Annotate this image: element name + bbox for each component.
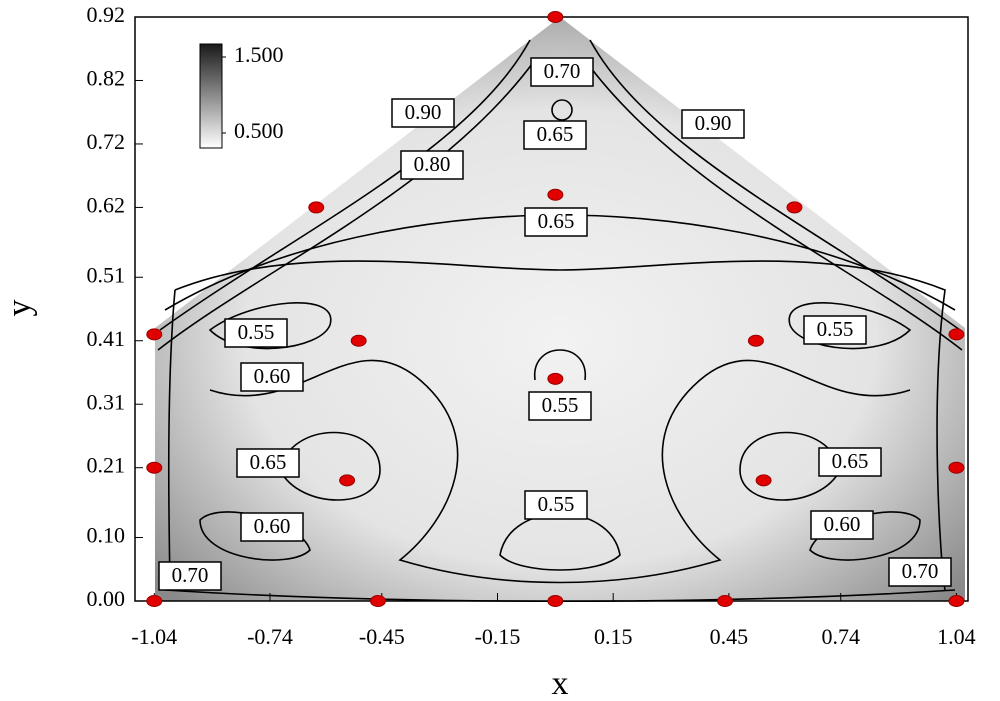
design-point [948, 461, 965, 474]
design-point [717, 595, 734, 607]
contour-label: 0.55 [542, 393, 579, 417]
contour-label: 0.65 [250, 450, 287, 474]
y-tick-label: 0.41 [87, 326, 126, 351]
y-axis-label: y [1, 300, 38, 317]
x-tick-label: -0.45 [359, 624, 405, 649]
contour-label-box [818, 447, 882, 477]
contour-label: 0.70 [172, 563, 209, 587]
contour-label-box [240, 512, 304, 542]
y-tick-label: 0.62 [87, 192, 126, 217]
design-point [547, 595, 564, 607]
contour-label: 0.90 [405, 100, 442, 124]
x-tick-label: -0.15 [475, 624, 521, 649]
design-point [948, 595, 965, 607]
contour-label: 0.60 [254, 364, 291, 388]
design-point [339, 474, 356, 487]
contour-label-box [803, 315, 867, 345]
contour-label-box [158, 561, 222, 591]
x-tick-label: 0.74 [821, 624, 860, 649]
design-point [786, 201, 803, 214]
colorbar [199, 43, 223, 149]
contour-label-box [888, 557, 952, 587]
design-point [547, 11, 564, 23]
x-tick-label: 0.15 [594, 624, 633, 649]
contour-label: 0.65 [537, 122, 574, 146]
design-point [146, 461, 163, 474]
x-tick-label: 0.45 [710, 624, 749, 649]
design-point [308, 201, 325, 214]
contour-label: 0.65 [832, 449, 869, 473]
y-tick-label: 0.00 [87, 586, 126, 611]
contour-label: 0.65 [538, 209, 575, 233]
x-tick-label: -1.04 [131, 624, 177, 649]
contour-label-box [400, 150, 464, 180]
colorbar-label: 0.500 [234, 118, 284, 143]
contour-label: 0.60 [254, 514, 291, 538]
y-tick-label: 0.10 [87, 523, 126, 548]
contour-label-box [530, 57, 594, 87]
contour-label: 0.55 [238, 320, 275, 344]
x-axis-label: x [552, 665, 569, 701]
contour-label: 0.70 [544, 59, 581, 83]
design-point [547, 188, 564, 201]
design-point [369, 595, 386, 607]
contour-label-box [236, 448, 300, 478]
contour-label-box [240, 362, 304, 392]
design-point [146, 595, 163, 607]
x-tick-label: -0.74 [247, 624, 293, 649]
contour-label: 0.80 [414, 152, 451, 176]
y-tick-label: 0.72 [87, 129, 126, 154]
contour-label-box [391, 98, 455, 128]
y-tick-label: 0.82 [87, 66, 126, 91]
colorbar-label: 1.500 [234, 42, 284, 67]
design-point [755, 474, 772, 487]
y-tick-label: 0.31 [87, 389, 126, 414]
contour-label-box [224, 318, 288, 348]
design-point [350, 334, 367, 347]
contour-label: 0.70 [902, 559, 939, 583]
design-point [547, 372, 564, 385]
design-point [747, 334, 764, 347]
contour-label-box [524, 490, 588, 520]
contour-label: 0.55 [538, 492, 575, 516]
contour-label: 0.60 [824, 512, 861, 536]
contour-label-box [523, 120, 587, 150]
design-point [948, 328, 965, 341]
surface [155, 17, 965, 601]
y-tick-label: 0.51 [87, 262, 126, 287]
design-point [146, 328, 163, 341]
x-tick-label: 1.04 [937, 624, 976, 649]
y-tick-label: 0.21 [87, 453, 126, 478]
contour-label-box [681, 109, 745, 139]
contour-label: 0.90 [695, 111, 732, 135]
contour-label-box [528, 391, 592, 421]
contour-label-box [810, 510, 874, 540]
contour-label: 0.55 [817, 317, 854, 341]
y-tick-label: 0.92 [87, 2, 126, 27]
contour-label-box [524, 207, 588, 237]
